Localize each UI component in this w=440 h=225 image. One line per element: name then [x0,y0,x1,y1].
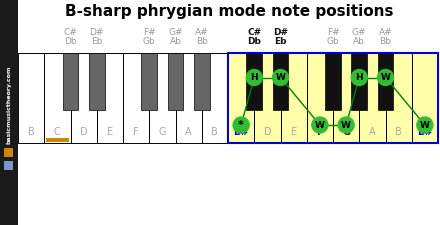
Bar [281,53,307,143]
Bar [333,53,359,143]
Text: B#: B# [417,127,433,137]
Bar [228,53,254,143]
Text: C: C [54,127,61,137]
Text: W: W [341,121,351,130]
Text: basicmusictheory.com: basicmusictheory.com [7,66,11,144]
Text: H: H [250,73,258,82]
Text: G#: G# [168,28,183,37]
Text: W: W [275,73,286,82]
Text: G: G [159,127,166,137]
Circle shape [378,70,393,86]
Bar [307,53,333,143]
Bar [141,53,157,110]
Text: E: E [107,127,113,137]
Text: Db: Db [247,37,261,46]
Bar [70,53,97,143]
Bar [62,53,78,110]
Text: G: G [342,127,350,137]
Text: D: D [80,127,88,137]
Text: D#: D# [90,28,104,37]
Text: B: B [28,127,34,137]
Bar [194,53,209,110]
Text: B: B [212,127,218,137]
Text: G#: G# [352,28,367,37]
Text: F#: F# [326,28,339,37]
Text: A: A [369,127,376,137]
Bar [44,53,70,143]
Bar [228,53,438,143]
Bar [352,53,367,110]
Circle shape [351,70,367,86]
Bar [4,161,13,170]
Bar [412,53,438,143]
Text: Gb: Gb [326,37,339,46]
Text: D: D [264,127,271,137]
Bar [273,53,288,110]
Text: Bb: Bb [380,37,392,46]
Circle shape [272,70,289,86]
Text: C#: C# [247,28,261,37]
Bar [246,53,262,110]
Circle shape [246,70,262,86]
Text: Gb: Gb [143,37,156,46]
Text: D#: D# [273,28,288,37]
Circle shape [338,117,354,133]
Bar [168,53,183,110]
Circle shape [417,117,433,133]
Bar [359,53,385,143]
Text: E: E [290,127,297,137]
Bar [176,53,202,143]
Bar [46,138,69,142]
Text: F: F [316,127,323,137]
Circle shape [312,117,328,133]
Text: C#: C# [64,28,77,37]
Text: W: W [381,73,390,82]
Text: W: W [420,121,430,130]
Text: H: H [356,73,363,82]
Bar [254,53,281,143]
Circle shape [233,117,249,133]
Bar [378,53,393,110]
Bar [149,53,176,143]
Bar [123,53,149,143]
Bar [325,53,341,110]
Text: A: A [185,127,192,137]
Text: W: W [315,121,325,130]
Text: F: F [133,127,139,137]
Bar [0,0,18,225]
Text: Ab: Ab [169,37,181,46]
Text: Db: Db [64,37,77,46]
Text: *: * [238,120,244,130]
Text: Eb: Eb [274,37,287,46]
Bar [202,53,228,143]
Text: B: B [395,127,402,137]
Bar [4,148,13,157]
Text: Eb: Eb [91,37,103,46]
Bar [385,53,412,143]
Text: F#: F# [143,28,156,37]
Text: A#: A# [379,28,392,37]
Text: Bb: Bb [196,37,208,46]
Text: Ab: Ab [353,37,365,46]
Bar [89,53,105,110]
Bar [97,53,123,143]
Text: A#: A# [195,28,209,37]
Bar [228,53,438,143]
Text: B-sharp phrygian mode note positions: B-sharp phrygian mode note positions [65,4,393,19]
Text: B#: B# [233,127,249,137]
Bar [18,53,44,143]
